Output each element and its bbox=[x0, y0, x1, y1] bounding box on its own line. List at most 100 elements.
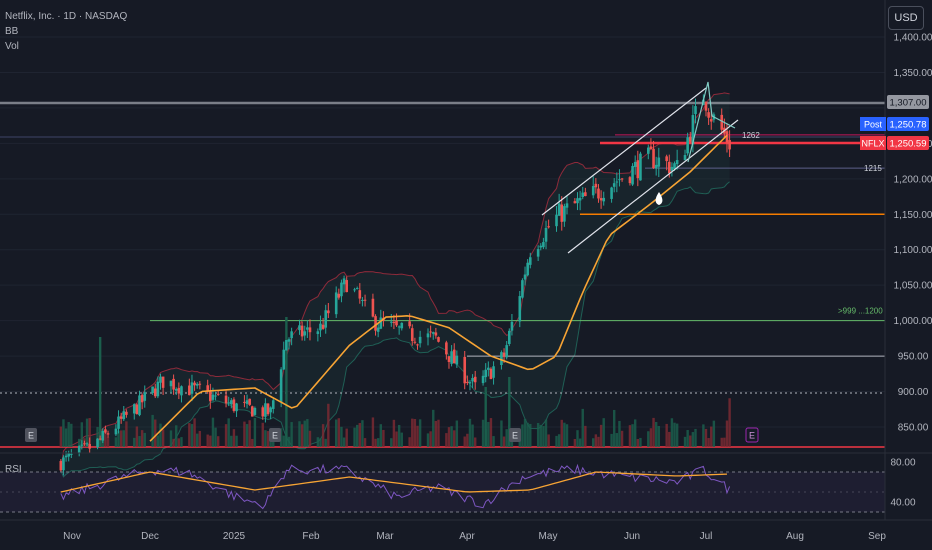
volume-bar bbox=[555, 435, 558, 447]
candle-body bbox=[180, 386, 183, 396]
volume-bar bbox=[353, 427, 356, 447]
candle-body bbox=[230, 400, 233, 405]
candle-body bbox=[434, 332, 438, 336]
candle-body bbox=[526, 262, 529, 276]
volume-bar bbox=[245, 424, 249, 447]
candle-body bbox=[557, 203, 561, 216]
volume-bar bbox=[117, 430, 120, 447]
volume-bar bbox=[196, 433, 199, 447]
x-tick-label: Feb bbox=[302, 531, 320, 542]
candle-body bbox=[400, 322, 404, 329]
indicator-bb[interactable]: BB bbox=[5, 26, 19, 37]
volume-bar bbox=[327, 403, 330, 447]
candle-body bbox=[410, 328, 414, 342]
candle-body bbox=[340, 282, 343, 297]
volume-bar bbox=[723, 437, 726, 447]
x-tick-label: Dec bbox=[141, 531, 159, 542]
volume-bar bbox=[151, 414, 154, 447]
candle-body bbox=[539, 245, 543, 248]
earnings-marker-box bbox=[269, 428, 281, 442]
candle-body bbox=[429, 331, 432, 333]
volume-bar bbox=[261, 422, 264, 447]
volume-bar bbox=[691, 432, 695, 447]
volume-bar bbox=[613, 409, 616, 447]
volume-bar bbox=[306, 419, 309, 447]
volume-bar bbox=[615, 433, 619, 447]
candle-body bbox=[602, 197, 606, 202]
candle-body bbox=[450, 351, 453, 364]
candle-body bbox=[190, 382, 194, 394]
bollinger-bands bbox=[60, 92, 730, 478]
volume-bar bbox=[227, 418, 230, 447]
volume-bar bbox=[557, 434, 561, 447]
volume-bars bbox=[59, 317, 731, 447]
volume-bar bbox=[172, 438, 175, 447]
volume-bar bbox=[188, 423, 191, 447]
price-tag-value-bg bbox=[887, 95, 929, 109]
candle-body bbox=[101, 430, 105, 441]
candle-body bbox=[455, 355, 459, 365]
candle-body bbox=[67, 453, 70, 457]
currency-button[interactable]: USD bbox=[888, 6, 924, 30]
indicator-vol[interactable]: Vol bbox=[5, 41, 19, 52]
candle-body bbox=[720, 114, 724, 130]
volume-bar bbox=[374, 438, 377, 447]
candle-body bbox=[657, 157, 661, 167]
candle-body bbox=[673, 163, 676, 169]
price-tag-value-bg bbox=[887, 117, 929, 131]
volume-bar bbox=[720, 437, 723, 447]
candle-body bbox=[363, 299, 367, 301]
candle-body bbox=[269, 407, 272, 413]
volume-bar bbox=[59, 426, 63, 447]
candle-body bbox=[64, 455, 68, 458]
candle-body bbox=[466, 381, 469, 383]
y-tick-label: 1,000.00 bbox=[894, 316, 932, 327]
price-tags: 1,307.00 Post 1,250.78 NFLX 1,250.59 bbox=[860, 95, 929, 150]
volume-bar bbox=[413, 419, 417, 447]
bb-lower bbox=[60, 181, 730, 478]
candle-body bbox=[518, 296, 522, 322]
candle-body bbox=[481, 375, 485, 384]
level-label-1000: >999 ...1200 bbox=[838, 307, 883, 316]
volume-bar bbox=[175, 425, 178, 447]
candle-body bbox=[227, 402, 230, 404]
volume-bar bbox=[235, 435, 238, 447]
volume-bar bbox=[85, 418, 89, 447]
candle-body bbox=[232, 399, 236, 411]
volume-bar bbox=[728, 398, 731, 447]
volume-bar bbox=[282, 435, 285, 447]
candle-body bbox=[104, 429, 107, 433]
volume-bar bbox=[269, 438, 272, 447]
volume-bar bbox=[542, 426, 545, 447]
volume-bar bbox=[138, 436, 141, 447]
volume-bar bbox=[340, 426, 343, 447]
volume-bar bbox=[489, 418, 493, 447]
candle-body bbox=[563, 206, 566, 222]
candle-body bbox=[647, 147, 650, 154]
candle-body bbox=[633, 161, 637, 167]
volume-bar bbox=[565, 424, 569, 447]
candle-body bbox=[610, 187, 613, 199]
candle-body bbox=[132, 404, 136, 414]
symbol-title[interactable]: Netflix, Inc. · 1D · NASDAQ bbox=[5, 11, 128, 22]
volume-spike bbox=[484, 387, 487, 447]
y-tick-label: 1,200.00 bbox=[894, 174, 932, 185]
y-tick-label: 1,400.00 bbox=[894, 33, 932, 44]
candle-body bbox=[151, 386, 154, 394]
earnings-marker-label: E bbox=[28, 431, 34, 441]
earnings-marker-box bbox=[25, 428, 37, 442]
candlesticks bbox=[59, 94, 731, 476]
volume-bar bbox=[224, 424, 228, 447]
candle-body bbox=[688, 136, 692, 142]
volume-bar bbox=[426, 433, 430, 447]
candle-body bbox=[177, 387, 181, 394]
candle-body bbox=[686, 137, 689, 154]
rsi-title[interactable]: RSI bbox=[5, 464, 22, 475]
candle-body bbox=[725, 131, 729, 143]
candle-body bbox=[248, 398, 251, 405]
volume-bar bbox=[337, 418, 341, 447]
volume-bar bbox=[631, 424, 634, 447]
volume-bar bbox=[668, 431, 671, 447]
